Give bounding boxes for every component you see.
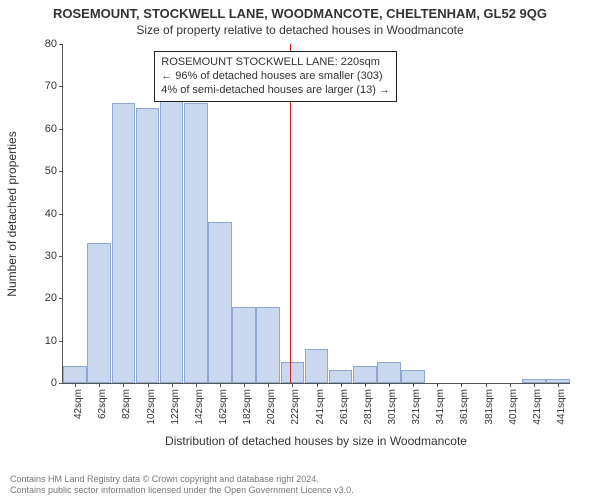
- x-tick-label: 361sqm: [459, 389, 470, 425]
- x-tick-label: 62sqm: [97, 389, 108, 419]
- x-tick-mark: [123, 383, 124, 387]
- chart-title: ROSEMOUNT, STOCKWELL LANE, WOODMANCOTE, …: [0, 0, 600, 21]
- y-tick-mark: [59, 341, 63, 342]
- x-tick-mark: [244, 383, 245, 387]
- histogram-bar: [232, 307, 256, 383]
- x-tick-mark: [389, 383, 390, 387]
- histogram-bar: [136, 108, 160, 383]
- y-tick-mark: [59, 298, 63, 299]
- x-tick-label: 301sqm: [387, 389, 398, 425]
- x-tick-label: 122sqm: [170, 389, 181, 425]
- x-tick-mark: [148, 383, 149, 387]
- x-tick-label: 182sqm: [242, 389, 253, 425]
- x-tick-label: 82sqm: [121, 389, 132, 419]
- y-tick-mark: [59, 383, 63, 384]
- x-tick-mark: [437, 383, 438, 387]
- x-tick-mark: [558, 383, 559, 387]
- x-tick-mark: [172, 383, 173, 387]
- y-tick-mark: [59, 214, 63, 215]
- chart-area: Number of detached properties Distributi…: [62, 44, 570, 384]
- x-tick-label: 222sqm: [290, 389, 301, 425]
- histogram-bar: [281, 362, 305, 383]
- x-tick-label: 102sqm: [146, 389, 157, 425]
- annotation-line-3: 4% of semi-detached houses are larger (1…: [161, 83, 390, 97]
- y-axis-label: Number of detached properties: [5, 131, 19, 296]
- x-tick-mark: [461, 383, 462, 387]
- y-tick-mark: [59, 44, 63, 45]
- histogram-bar: [377, 362, 401, 383]
- y-tick-mark: [59, 171, 63, 172]
- x-tick-label: 441sqm: [556, 389, 567, 425]
- x-tick-mark: [341, 383, 342, 387]
- histogram-bar: [401, 370, 425, 383]
- x-tick-label: 202sqm: [266, 389, 277, 425]
- histogram-bar: [63, 366, 87, 383]
- x-tick-label: 421sqm: [532, 389, 543, 425]
- annotation-line-2: ← 96% of detached houses are smaller (30…: [161, 69, 390, 83]
- x-tick-label: 281sqm: [363, 389, 374, 425]
- footer-attribution: Contains HM Land Registry data © Crown c…: [10, 474, 354, 497]
- x-axis-label: Distribution of detached houses by size …: [165, 434, 467, 448]
- x-tick-mark: [292, 383, 293, 387]
- plot-region: 0102030405060708042sqm62sqm82sqm102sqm12…: [62, 44, 570, 384]
- annotation-box: ROSEMOUNT STOCKWELL LANE: 220sqm← 96% of…: [154, 51, 397, 102]
- x-tick-label: 142sqm: [194, 389, 205, 425]
- x-tick-mark: [220, 383, 221, 387]
- x-tick-mark: [75, 383, 76, 387]
- annotation-line-1: ROSEMOUNT STOCKWELL LANE: 220sqm: [161, 55, 390, 69]
- histogram-bar: [87, 243, 111, 383]
- x-tick-label: 241sqm: [315, 389, 326, 425]
- x-tick-label: 341sqm: [435, 389, 446, 425]
- histogram-bar: [305, 349, 329, 383]
- histogram-bar: [160, 99, 184, 383]
- x-tick-label: 42sqm: [73, 389, 84, 419]
- footer-line-1: Contains HM Land Registry data © Crown c…: [10, 474, 354, 485]
- x-tick-label: 381sqm: [484, 389, 495, 425]
- x-tick-mark: [317, 383, 318, 387]
- x-tick-label: 401sqm: [508, 389, 519, 425]
- histogram-bar: [256, 307, 280, 383]
- x-tick-mark: [486, 383, 487, 387]
- x-tick-label: 261sqm: [339, 389, 350, 425]
- x-tick-mark: [268, 383, 269, 387]
- histogram-bar: [184, 103, 208, 383]
- histogram-bar: [353, 366, 377, 383]
- y-tick-mark: [59, 129, 63, 130]
- x-tick-mark: [534, 383, 535, 387]
- x-tick-label: 321sqm: [411, 389, 422, 425]
- x-tick-mark: [99, 383, 100, 387]
- x-tick-mark: [196, 383, 197, 387]
- x-tick-mark: [510, 383, 511, 387]
- histogram-bar: [208, 222, 232, 383]
- x-tick-mark: [413, 383, 414, 387]
- x-tick-label: 162sqm: [218, 389, 229, 425]
- chart-subtitle: Size of property relative to detached ho…: [0, 21, 600, 41]
- footer-line-2: Contains public sector information licen…: [10, 485, 354, 496]
- histogram-bar: [329, 370, 353, 383]
- histogram-bar: [112, 103, 136, 383]
- x-tick-mark: [365, 383, 366, 387]
- y-tick-mark: [59, 86, 63, 87]
- y-tick-mark: [59, 256, 63, 257]
